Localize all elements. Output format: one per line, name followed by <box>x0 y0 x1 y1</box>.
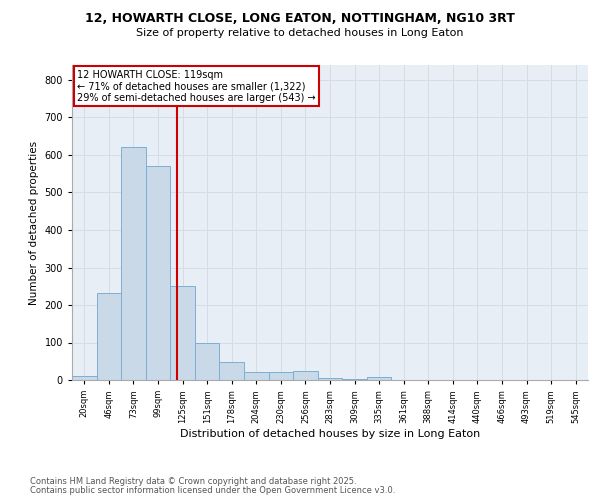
Bar <box>244 372 269 380</box>
Bar <box>72 376 97 380</box>
X-axis label: Distribution of detached houses by size in Long Eaton: Distribution of detached houses by size … <box>180 428 480 438</box>
Text: 12, HOWARTH CLOSE, LONG EATON, NOTTINGHAM, NG10 3RT: 12, HOWARTH CLOSE, LONG EATON, NOTTINGHA… <box>85 12 515 26</box>
Bar <box>146 166 170 380</box>
Bar <box>97 293 121 380</box>
Bar <box>220 362 244 380</box>
Bar <box>121 148 146 380</box>
Bar <box>318 378 342 380</box>
Text: Size of property relative to detached houses in Long Eaton: Size of property relative to detached ho… <box>136 28 464 38</box>
Bar <box>367 377 391 380</box>
Y-axis label: Number of detached properties: Number of detached properties <box>29 140 39 304</box>
Bar <box>269 372 293 380</box>
Bar <box>195 342 220 380</box>
Text: Contains public sector information licensed under the Open Government Licence v3: Contains public sector information licen… <box>30 486 395 495</box>
Text: Contains HM Land Registry data © Crown copyright and database right 2025.: Contains HM Land Registry data © Crown c… <box>30 477 356 486</box>
Bar <box>293 370 318 380</box>
Bar <box>170 286 195 380</box>
Text: 12 HOWARTH CLOSE: 119sqm
← 71% of detached houses are smaller (1,322)
29% of sem: 12 HOWARTH CLOSE: 119sqm ← 71% of detach… <box>77 70 316 103</box>
Bar <box>342 379 367 380</box>
